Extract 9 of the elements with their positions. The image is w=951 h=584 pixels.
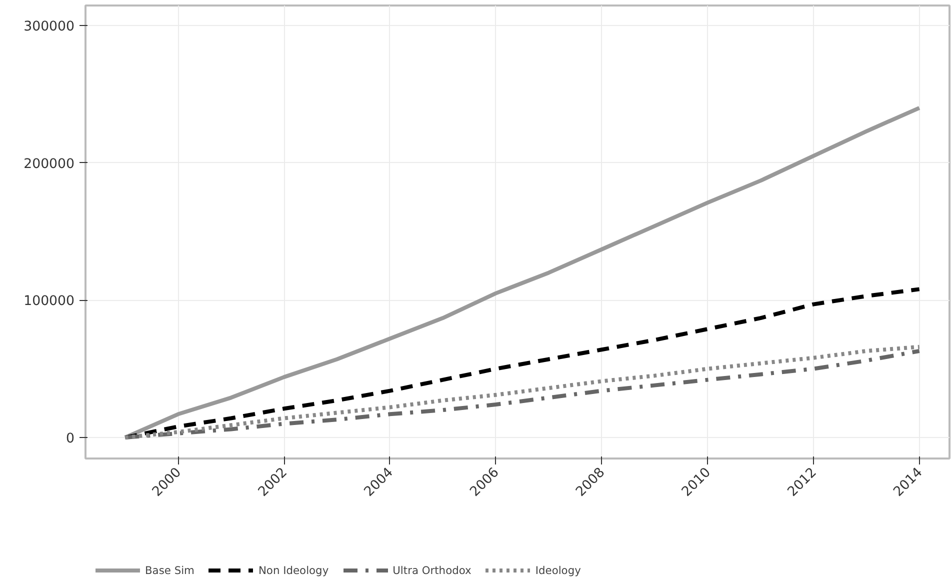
- legend-label: Non Ideology: [258, 564, 329, 576]
- legend-label: Ultra Orthodox: [392, 564, 472, 576]
- y-tick-label: 0: [66, 431, 75, 446]
- y-tick-label: 100000: [24, 294, 75, 310]
- y-tick-label: 300000: [24, 20, 75, 35]
- legend-label: Base Sim: [145, 564, 194, 576]
- y-tick-label: 200000: [24, 156, 75, 172]
- legend-label: Ideology: [535, 564, 581, 576]
- line-series: [123, 106, 922, 440]
